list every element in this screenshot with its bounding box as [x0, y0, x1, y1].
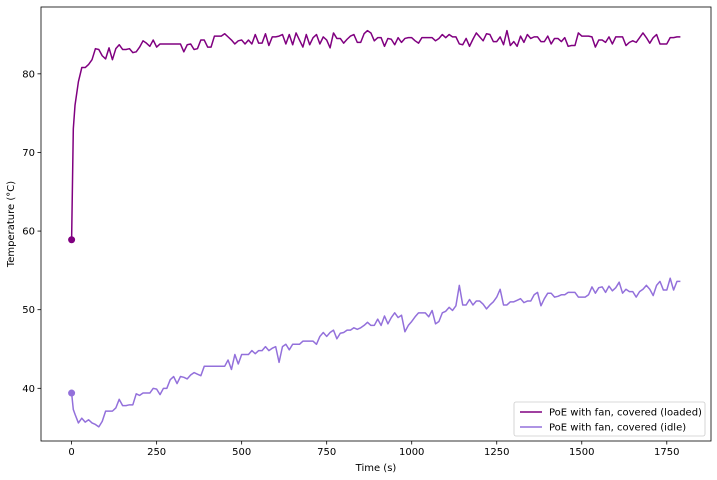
series-line-idle	[70, 277, 681, 428]
plot-frame	[40, 6, 712, 442]
y-axis: 40 50 60 70 80	[22, 69, 41, 395]
x-tick-label: 750	[317, 447, 336, 458]
legend-label-loaded: PoE with fan, covered (loaded)	[549, 408, 702, 419]
x-tick-label: 250	[147, 447, 166, 458]
legend: PoE with fan, covered (loaded) PoE with …	[513, 401, 706, 437]
series-line-loaded	[70, 29, 681, 240]
x-axis-label: Time (s)	[355, 463, 397, 474]
x-tick-label: 500	[232, 447, 251, 458]
series-start-marker-loaded	[68, 236, 76, 244]
y-tick-label: 60	[22, 227, 35, 238]
x-tick-label: 1500	[569, 447, 594, 458]
y-tick-label: 80	[22, 69, 35, 80]
series-start-marker-idle	[68, 389, 76, 397]
x-axis: 0 250 500 750 1000 1250 1500 1750	[68, 441, 680, 458]
x-tick-label: 0	[68, 447, 74, 458]
x-tick-label: 1250	[484, 447, 509, 458]
x-tick-label: 1000	[399, 447, 424, 458]
y-axis-label: Temperature (°C)	[6, 181, 17, 268]
plot-area	[40, 6, 712, 442]
y-tick-label: 40	[22, 384, 35, 395]
legend-box	[513, 401, 706, 437]
x-tick-label: 1750	[654, 447, 679, 458]
legend-label-idle: PoE with fan, covered (idle)	[549, 423, 686, 434]
y-tick-label: 70	[22, 148, 35, 159]
y-tick-label: 50	[22, 305, 35, 316]
series-layer	[68, 29, 681, 428]
